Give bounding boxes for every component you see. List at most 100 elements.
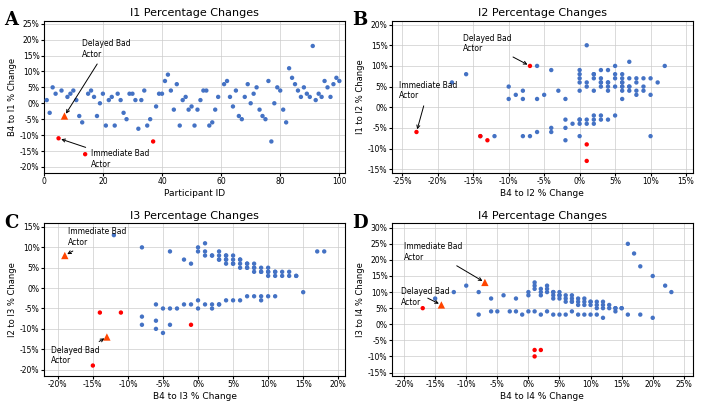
Point [598,305,609,311]
Point [610,83,621,90]
Point [510,308,522,315]
Point [574,88,585,94]
Point [591,305,603,311]
Point [221,78,232,84]
Point [560,299,572,305]
Point [535,347,546,353]
Point [554,289,565,295]
Point [177,97,189,103]
Point [287,74,298,81]
Title: I1 Percentage Changes: I1 Percentage Changes [130,8,259,18]
Point [183,106,194,113]
Point [541,289,553,295]
Point [241,261,253,267]
Point [115,309,127,316]
Point [596,67,607,73]
Point [272,84,283,91]
Point [192,244,203,251]
Point [535,292,546,299]
Point [265,138,277,145]
Point [645,75,656,81]
Point [213,248,225,255]
Point [517,311,528,318]
Point [624,88,635,94]
Point [156,90,168,97]
Point [554,292,565,299]
Point [185,321,196,328]
Point [213,256,225,263]
Point [473,289,484,295]
Point [546,125,557,131]
Point [277,273,288,279]
Point [610,112,621,119]
Point [331,74,342,81]
Point [180,94,191,100]
Point [581,83,592,90]
Point [249,269,260,275]
Point [192,248,203,255]
Point [596,116,607,123]
Point [53,135,64,142]
Point [186,103,197,110]
Point [429,295,441,302]
Point [137,244,148,251]
Point [532,96,543,102]
Point [142,122,153,129]
Point [548,289,559,295]
Point [572,299,584,305]
Point [59,113,70,119]
Point [617,96,628,102]
Point [581,116,592,123]
Point [529,285,540,292]
Point [548,295,559,302]
Point [171,305,182,312]
Point [588,88,599,94]
Point [230,87,241,94]
Point [567,121,578,127]
Point [535,285,546,292]
Point [474,133,486,139]
Point [579,299,590,305]
Point [62,94,73,100]
Point [106,94,118,100]
Point [220,256,232,263]
Title: I3 Percentage Changes: I3 Percentage Changes [130,211,259,221]
Point [251,84,262,91]
Text: Immediate Bad
Actor: Immediate Bad Actor [62,139,149,169]
Point [115,97,126,103]
Point [277,269,288,275]
Point [289,81,301,88]
Point [491,308,503,315]
Point [645,133,656,139]
Point [137,321,148,328]
Point [591,299,603,305]
Point [213,256,225,263]
Point [631,88,642,94]
Point [263,273,274,279]
Point [174,122,185,129]
Point [241,261,253,267]
X-axis label: B4 to I2 % Change: B4 to I2 % Change [501,189,584,198]
Point [192,305,203,312]
Point [588,116,599,123]
Point [220,297,232,303]
Point [312,248,323,255]
Point [596,79,607,86]
Point [87,362,99,369]
Point [178,301,189,308]
Point [546,129,557,135]
Point [94,309,106,316]
Point [529,282,540,289]
Point [263,269,274,275]
Text: A: A [5,11,18,29]
Point [529,353,540,360]
Point [579,311,590,318]
Point [168,106,180,113]
Point [617,71,628,77]
Point [263,78,274,84]
Point [579,295,590,302]
Point [638,88,649,94]
Point [112,90,123,97]
Point [574,116,585,123]
Point [185,301,196,308]
